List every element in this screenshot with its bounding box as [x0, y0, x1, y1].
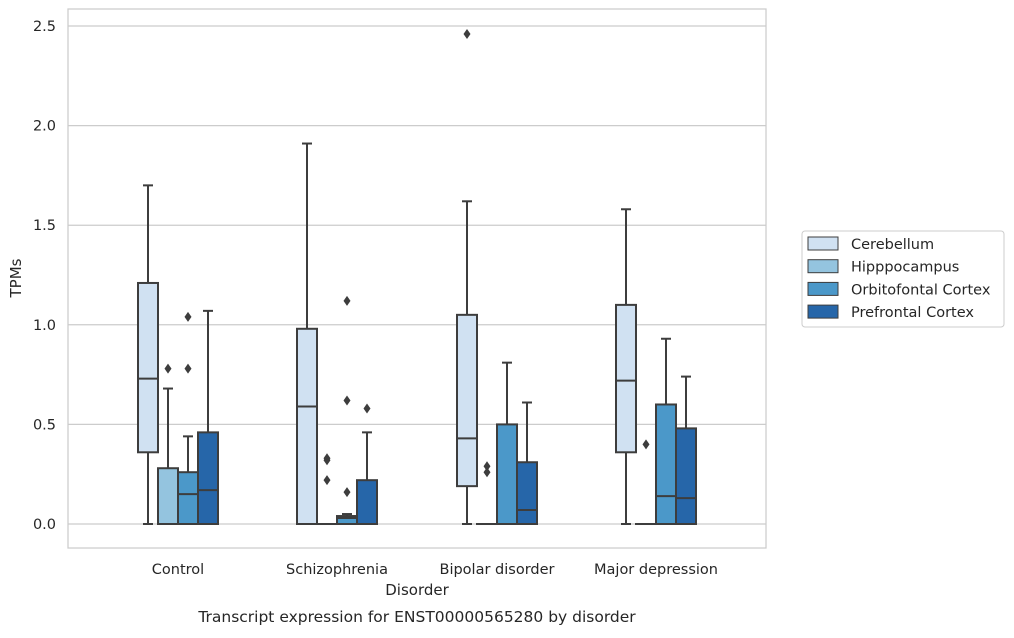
- y-tick-label: 2.5: [33, 19, 56, 35]
- legend-swatch: [808, 282, 838, 295]
- legend-label: Hipppocampus: [851, 260, 959, 276]
- legend-label: Cerebellum: [851, 237, 934, 253]
- y-tick-label: 2.0: [33, 119, 56, 135]
- box-iqr: [178, 472, 198, 524]
- legend-swatch: [808, 260, 838, 273]
- legend-swatch: [808, 305, 838, 318]
- y-axis-label: TPMs: [7, 258, 25, 298]
- legend-swatch: [808, 237, 838, 250]
- y-tick-labels: 0.0 0.5 1.0 1.5 2.0 2.5: [33, 19, 56, 533]
- x-tick-label: Control: [152, 562, 204, 578]
- box-iqr: [517, 462, 537, 524]
- y-tick-label: 1.0: [33, 318, 56, 334]
- box-iqr: [138, 283, 158, 452]
- x-tick-label: Major depression: [594, 562, 718, 578]
- x-tick-labels: Control Schizophrenia Bipolar disorder Majo…: [152, 562, 718, 578]
- y-tick-label: 1.5: [33, 218, 56, 234]
- box-iqr: [616, 305, 636, 452]
- legend: Cerebellum Hipppocampus Orbitofontal Corte…: [802, 231, 1004, 327]
- box-iqr: [656, 404, 676, 524]
- box-iqr: [497, 424, 517, 524]
- x-tick-label: Bipolar disorder: [440, 562, 555, 578]
- box-iqr: [457, 315, 477, 486]
- box-iqr: [676, 428, 696, 524]
- y-tick-label: 0.5: [33, 417, 56, 433]
- x-tick-label: Schizophrenia: [286, 562, 388, 578]
- box-iqr: [297, 329, 317, 524]
- legend-label: Prefrontal Cortex: [851, 305, 974, 321]
- box-iqr: [198, 432, 218, 524]
- chart-caption: Transcript expression for ENST0000056528…: [197, 608, 636, 626]
- box-iqr: [158, 468, 178, 524]
- y-tick-label: 0.0: [33, 517, 56, 533]
- box-iqr: [357, 480, 377, 524]
- legend-label: Orbitofontal Cortex: [851, 282, 991, 298]
- x-axis-label: Disorder: [385, 581, 449, 599]
